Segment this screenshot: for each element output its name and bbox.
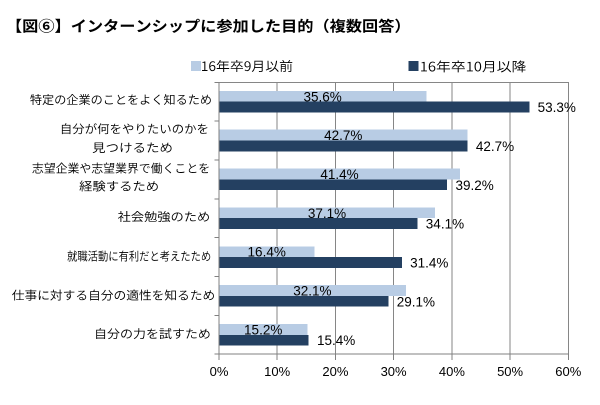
svg-text:20%: 20% (322, 364, 348, 379)
svg-text:53.3%: 53.3% (538, 100, 576, 115)
svg-text:42.7%: 42.7% (476, 139, 514, 154)
svg-text:10%: 10% (264, 364, 290, 379)
svg-text:15.2%: 15.2% (244, 322, 282, 337)
svg-text:40%: 40% (439, 364, 465, 379)
svg-text:41.4%: 41.4% (320, 167, 358, 182)
svg-text:15.4%: 15.4% (317, 333, 355, 348)
svg-text:42.7%: 42.7% (324, 128, 362, 143)
svg-text:60%: 60% (555, 364, 581, 379)
svg-text:37.1%: 37.1% (308, 206, 346, 221)
svg-text:39.2%: 39.2% (456, 178, 494, 193)
svg-text:0%: 0% (210, 364, 229, 379)
svg-text:34.1%: 34.1% (426, 217, 464, 232)
svg-text:50%: 50% (497, 364, 523, 379)
svg-text:31.4%: 31.4% (410, 256, 448, 271)
svg-text:16.4%: 16.4% (248, 245, 286, 260)
svg-text:30%: 30% (381, 364, 407, 379)
svg-text:32.1%: 32.1% (293, 284, 331, 299)
svg-text:29.1%: 29.1% (397, 294, 435, 309)
svg-text:35.6%: 35.6% (303, 89, 341, 104)
